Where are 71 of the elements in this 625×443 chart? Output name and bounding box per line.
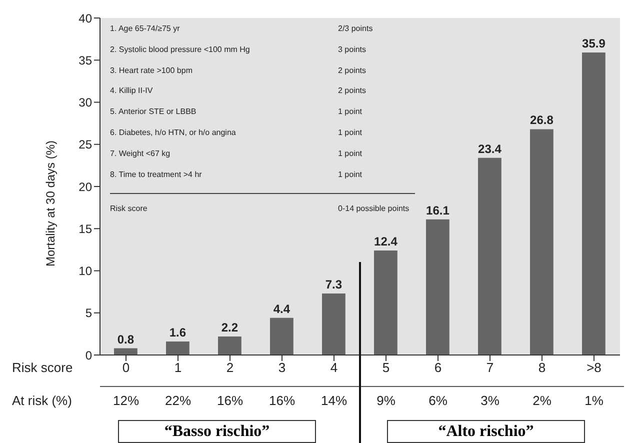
- text: 16%: [268, 393, 296, 408]
- annotation: 5. Anterior STE or LBBB: [110, 107, 198, 118]
- text: 3%: [480, 393, 500, 408]
- annotation: 3 points: [338, 44, 366, 56]
- annotation: 4. Killip II-IV: [110, 86, 154, 98]
- annotation: 2/3 points: [338, 24, 373, 35]
- data-label: 2.2: [221, 320, 238, 334]
- text: 9%: [376, 393, 396, 408]
- text: “Basso rischio”: [118, 420, 316, 443]
- annotation: 2 points: [338, 86, 366, 98]
- annotation: 3. Heart rate >100 bpm: [110, 66, 194, 77]
- annotation: 7. Weight <67 kg: [110, 148, 172, 160]
- annotation: 1 point: [338, 148, 362, 160]
- y-tick-label: 35: [78, 53, 92, 68]
- y-tick-label: 20: [78, 180, 92, 194]
- x-tick-label: 2: [226, 360, 234, 376]
- data-label: 0.8: [117, 332, 134, 346]
- data-label: 1.6: [169, 326, 186, 340]
- bar: [322, 294, 346, 355]
- annotation: 1. Age 65-74/≥75 yr: [110, 24, 181, 35]
- y-tick-label: 30: [78, 96, 92, 110]
- x-tick-label: 1: [174, 360, 182, 376]
- y-tick-label: 10: [78, 264, 92, 278]
- x-tick-label: 5: [382, 360, 390, 376]
- y-tick-label: 40: [78, 11, 92, 26]
- bar: [426, 219, 450, 355]
- text: 2%: [532, 393, 552, 408]
- annotation: 1 point: [338, 128, 362, 139]
- y-tick-label: 25: [78, 138, 92, 152]
- x-tick-label: 8: [538, 360, 546, 376]
- annotation: 2. Systolic blood pressure <100 mm Hg: [110, 44, 251, 56]
- bar: [478, 158, 502, 355]
- annotation: Risk score: [110, 204, 148, 214]
- x-tick-label: 0: [122, 360, 130, 376]
- annotation: 0-14 possible points: [338, 204, 410, 214]
- y-axis-title: Mortality at 30 days (%): [43, 140, 58, 266]
- x-tick-label: 3: [278, 360, 286, 376]
- x-tick-label: 4: [330, 360, 338, 376]
- text: 1%: [584, 393, 604, 408]
- x-tick-label: 7: [486, 360, 494, 376]
- x-axis-title: Risk score: [12, 360, 73, 375]
- annotation: 1 point: [338, 170, 362, 181]
- bar: [374, 250, 398, 355]
- bar: [218, 336, 242, 355]
- data-label: 7.3: [325, 277, 342, 292]
- text: At risk (%): [12, 393, 72, 408]
- text: “Alto rischio”: [387, 420, 585, 443]
- data-label: 23.4: [478, 142, 502, 156]
- bar: [166, 342, 190, 355]
- text: 16%: [216, 393, 244, 408]
- text: 6%: [428, 393, 448, 408]
- bar: [582, 52, 606, 355]
- y-tick-label: 15: [78, 222, 92, 236]
- data-label: 26.8: [530, 113, 554, 128]
- text: 14%: [320, 393, 348, 408]
- data-label: 35.9: [582, 36, 606, 51]
- bar: [530, 129, 554, 355]
- data-label: 12.4: [374, 234, 398, 249]
- text: 12%: [112, 393, 140, 408]
- text: 22%: [164, 393, 192, 408]
- x-tick-label: 6: [434, 360, 442, 376]
- y-tick-label: 0: [85, 348, 92, 362]
- annotation: 8. Time to treatment >4 hr: [110, 170, 203, 181]
- bar: [270, 318, 294, 355]
- annotation: 2 points: [338, 66, 366, 77]
- y-tick-label: 5: [85, 306, 92, 320]
- x-tick-label: >8: [586, 360, 602, 376]
- annotation: 6. Diabetes, h/o HTN, or h/o angina: [110, 128, 237, 139]
- data-label: 4.4: [273, 302, 290, 316]
- annotation: 1 point: [338, 107, 362, 118]
- data-label: 16.1: [426, 203, 450, 218]
